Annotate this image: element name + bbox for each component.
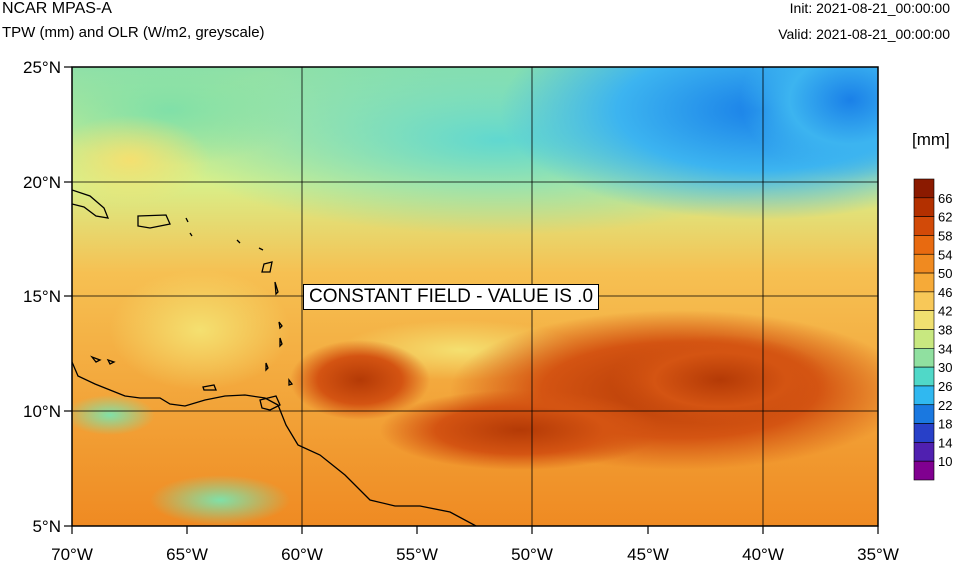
valid-time: Valid: 2021-08-21_00:00:00 (778, 26, 950, 42)
lon-label: 50°W (511, 545, 553, 564)
colorbar-level-label: 46 (938, 285, 952, 300)
axis-ticks (64, 66, 879, 534)
lon-label: 45°W (627, 545, 669, 564)
colorbar-level-label: 10 (938, 454, 952, 469)
colorbar-swatch (913, 197, 935, 217)
graticule (72, 67, 878, 526)
colorbar-level-label: 50 (938, 266, 952, 281)
lat-label: 15°N (23, 287, 61, 306)
lon-label: 60°W (281, 545, 323, 564)
colorbar-level-label: 14 (938, 435, 952, 450)
lon-label: 55°W (396, 545, 438, 564)
colorbar-level-label: 22 (938, 398, 952, 413)
colorbar-level-label: 58 (938, 228, 952, 243)
colorbar-level-label: 34 (938, 341, 952, 356)
colorbar-swatch (913, 235, 935, 255)
colorbar-swatch (913, 404, 935, 424)
colorbar-swatch (913, 329, 935, 349)
colorbar-swatch (913, 385, 935, 406)
lon-label: 65°W (166, 545, 208, 564)
tpw-field (72, 67, 878, 526)
lat-label: 10°N (23, 402, 61, 421)
colorbar-level-label: 30 (938, 360, 952, 375)
colorbar-swatch (913, 310, 935, 330)
colorbar: 66 62 58 54 50 46 42 38 34 30 26 22 18 14 10 (913, 178, 952, 481)
colorbar-level-label: 38 (938, 323, 952, 338)
lon-label: 70°W (51, 545, 93, 564)
colorbar-swatch (913, 348, 935, 368)
colorbar-level-label: 66 (938, 191, 952, 206)
colorbar-units: [mm] (912, 130, 950, 149)
map-title: NCAR MPAS-A (2, 0, 112, 17)
colorbar-level-label: 42 (938, 304, 952, 319)
init-time: Init: 2021-08-21_00:00:00 (789, 0, 950, 16)
colorbar-swatch (913, 423, 935, 443)
constant-field-note: CONSTANT FIELD - VALUE IS .0 (303, 284, 600, 310)
colorbar-swatch (913, 291, 935, 311)
lon-label: 35°W (857, 545, 899, 564)
map-subtitle: TPW (mm) and OLR (W/m2, greyscale) (2, 24, 265, 41)
colorbar-level-label: 54 (938, 247, 952, 262)
lat-label: 5°N (32, 517, 61, 536)
colorbar-swatch (913, 442, 935, 462)
lon-label: 40°W (742, 545, 784, 564)
colorbar-swatch (913, 253, 935, 274)
colorbar-swatch (913, 366, 935, 387)
colorbar-swatch (913, 272, 935, 293)
coastlines (72, 189, 477, 526)
colorbar-level-label: 62 (938, 210, 952, 225)
colorbar-level-label: 26 (938, 379, 952, 394)
colorbar-swatch (913, 216, 935, 236)
colorbar-swatch (913, 178, 935, 199)
colorbar-level-label: 18 (938, 417, 952, 432)
lat-label: 25°N (23, 58, 61, 77)
colorbar-swatch (913, 460, 935, 481)
lat-label: 20°N (23, 173, 61, 192)
